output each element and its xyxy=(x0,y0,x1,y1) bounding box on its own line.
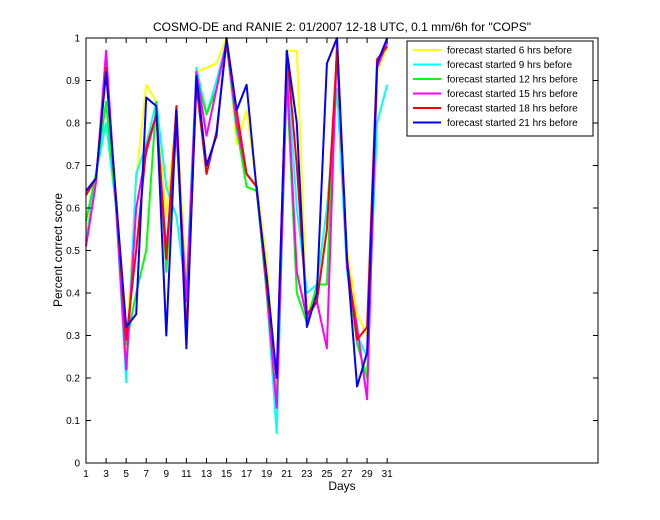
chart-title: COSMO-DE and RANIE 2: 01/2007 12-18 UTC,… xyxy=(153,20,531,34)
y-tick-label: 0.9 xyxy=(66,76,80,87)
x-tick-label: 3 xyxy=(103,469,109,480)
x-tick-label: 17 xyxy=(241,469,253,480)
legend-entry: forecast started 9 hrs before xyxy=(447,60,573,71)
x-tick-label: 23 xyxy=(301,469,313,480)
y-tick-label: 0.4 xyxy=(66,289,80,300)
x-tick-label: 7 xyxy=(143,469,149,480)
y-tick-label: 0 xyxy=(74,459,80,470)
y-tick-label: 0.1 xyxy=(66,416,80,427)
legend: forecast started 6 hrs before forecast st… xyxy=(406,40,594,137)
x-tick-label: 29 xyxy=(362,469,374,480)
x-tick-label: 13 xyxy=(201,469,213,480)
x-tick-label: 25 xyxy=(321,469,333,480)
x-axis-label: Days xyxy=(328,479,355,493)
x-tick-label: 21 xyxy=(281,469,293,480)
legend-entry: forecast started 15 hrs before xyxy=(447,89,578,100)
legend-box xyxy=(406,40,594,137)
x-tick-label: 27 xyxy=(341,469,353,480)
x-tick-label: 5 xyxy=(123,469,129,480)
x-tick-label: 1 xyxy=(83,469,89,480)
y-tick-label: 0.6 xyxy=(66,204,80,215)
y-tick-label: 0.5 xyxy=(66,246,80,257)
legend-entry: forecast started 6 hrs before xyxy=(447,46,573,57)
x-tick-label: 31 xyxy=(382,469,394,480)
y-tick-label: 0.8 xyxy=(66,119,80,130)
y-tick-label: 1 xyxy=(74,34,80,45)
y-tick-label: 0.3 xyxy=(66,331,80,342)
x-tick-label: 11 xyxy=(181,469,192,480)
legend-entry: forecast started 12 hrs before xyxy=(447,75,578,86)
x-tick-label: 19 xyxy=(261,469,273,480)
y-axis-label: Percent correct score xyxy=(51,193,65,307)
x-axis-ticks: 1 3 5 7 9 11 13 15 17 19 21 23 25 27 29 31 xyxy=(83,38,393,480)
y-tick-label: 0.7 xyxy=(66,161,80,172)
x-tick-label: 15 xyxy=(221,469,233,480)
legend-entry: forecast started 18 hrs before xyxy=(447,104,578,115)
y-tick-label: 0.2 xyxy=(66,374,80,385)
x-tick-label: 9 xyxy=(164,469,170,480)
y-axis-ticks: 0 0.1 0.2 0.3 0.4 0.5 0.6 0.7 0.8 0.9 1 xyxy=(66,34,598,470)
legend-entry: forecast started 21 hrs before xyxy=(447,118,578,129)
